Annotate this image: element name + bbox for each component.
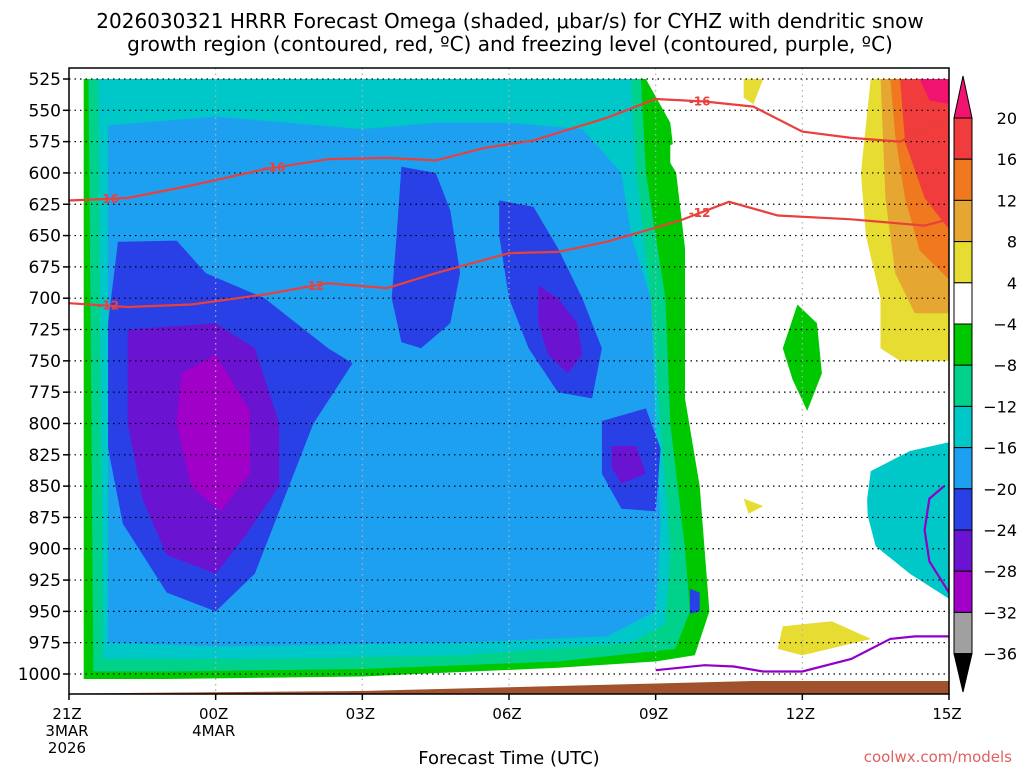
credit-text: coolwx.com/models — [864, 748, 1012, 766]
x-axis-label: Forecast Time (UTC) — [418, 748, 599, 768]
x-tick-year-21Z: 2026 — [48, 739, 86, 757]
colorbar-label-6: −8 — [993, 356, 1017, 375]
colorbar-segment-5 — [953, 282, 973, 325]
grid-lines — [69, 68, 949, 694]
x-tick-date-00Z: 4MAR — [192, 722, 235, 740]
contour-lines: -16 -16 -16 -12 -12 -12 — [69, 94, 949, 673]
colorbar-segment-12 — [953, 570, 973, 613]
x-tick-date-21Z: 3MAR — [45, 722, 88, 740]
colorbar-segment-2 — [953, 158, 973, 201]
colorbar-label-13: −36 — [983, 645, 1017, 664]
dgz-contour-label: -12 — [689, 206, 711, 220]
terrain-fill — [69, 681, 949, 694]
x-tick-label-12Z: 12Z — [786, 705, 815, 723]
omega-positive-region-7 — [919, 79, 949, 105]
colorbar-segment-3 — [953, 199, 973, 243]
omega-positive-region-6 — [900, 79, 949, 230]
colorbar-label-3: 8 — [1007, 233, 1017, 252]
colorbar-top-triangle — [953, 75, 973, 119]
y-tick-label-675: 675 — [29, 258, 61, 278]
omega-region-6 — [391, 166, 461, 349]
dgz-contour-1 — [69, 200, 949, 309]
omega-region-9 — [689, 588, 700, 614]
colorbar-segment-6 — [953, 323, 973, 366]
colorbar-label-2: 12 — [997, 191, 1017, 210]
dgz-contour-label: -16 — [689, 94, 711, 108]
dgz-contour-0 — [69, 97, 949, 202]
colorbar-segment-4 — [953, 241, 973, 284]
colorbar-label-12: −32 — [983, 603, 1017, 622]
x-tick-label-21Z: 21Z — [52, 705, 81, 723]
y-tick-label-700: 700 — [29, 289, 61, 309]
y-tick-label-525: 525 — [29, 70, 61, 90]
x-tick-label-00Z: 00Z — [199, 705, 228, 723]
dgz-contour-label: -12 — [303, 279, 325, 293]
dgz-contour-label: -16 — [263, 161, 285, 175]
omega-positive-region-1 — [743, 79, 764, 105]
omega-white-region-0 — [670, 137, 695, 180]
omega-region-11 — [538, 285, 583, 374]
omega-region-12 — [611, 446, 646, 484]
colorbar-segment-11 — [953, 529, 973, 572]
x-tick-label-09Z: 09Z — [639, 705, 668, 723]
y-tick-label-875: 875 — [29, 508, 61, 528]
y-tick-label-650: 650 — [29, 227, 61, 247]
omega-positive-region-2 — [777, 621, 871, 656]
colorbar-segment-7 — [953, 364, 973, 407]
colorbar-segment-10 — [953, 488, 973, 531]
y-tick-label-725: 725 — [29, 321, 61, 341]
terrain-polygon — [69, 681, 949, 694]
y-tick-label-975: 975 — [29, 634, 61, 654]
colorbar-segment-9 — [953, 447, 973, 490]
colorbar-label-7: −12 — [983, 397, 1017, 416]
y-tick-label-850: 850 — [29, 477, 61, 497]
x-tick-label-06Z: 06Z — [492, 705, 521, 723]
omega-positive-region-3 — [743, 498, 764, 514]
y-tick-label-800: 800 — [29, 414, 61, 434]
omega-green-island-0 — [782, 304, 822, 411]
colorbar-label-5: −4 — [993, 315, 1017, 334]
colorbar-label-0: 20 — [997, 109, 1017, 128]
dgz-contour-label: -12 — [97, 299, 119, 313]
omega-region-13 — [176, 354, 250, 512]
y-tick-label-900: 900 — [29, 540, 61, 560]
y-tick-label-950: 950 — [29, 602, 61, 622]
colorbar-label-1: 16 — [997, 150, 1017, 169]
dgz-contour-label: -16 — [97, 192, 119, 206]
y-tick-label-625: 625 — [29, 195, 61, 215]
freezing-level-contour-0 — [655, 635, 949, 673]
freezing-level-contour-1 — [923, 485, 949, 594]
y-tick-label-925: 925 — [29, 571, 61, 591]
y-axis: 525 550 575 600 625 650 675 700 725 750 775 800 825 8… — [18, 70, 69, 685]
colorbar-label-11: −28 — [983, 562, 1017, 581]
x-tick-label-15Z: 15Z — [932, 705, 961, 723]
y-tick-label-575: 575 — [29, 133, 61, 153]
omega-shading — [83, 79, 949, 679]
colorbar-label-10: −24 — [983, 521, 1017, 540]
colorbar-bottom-triangle — [953, 653, 973, 693]
y-tick-label-600: 600 — [29, 164, 61, 184]
colorbar: 20 16 12 8 4 −4 −8 −12 −16 −20 −24 −28 −32 −36 — [953, 75, 1017, 693]
colorbar-label-4: 4 — [1007, 274, 1017, 293]
y-tick-label-775: 775 — [29, 383, 61, 403]
colorbar-segment-13 — [953, 611, 973, 655]
y-tick-label-750: 750 — [29, 352, 61, 372]
chart-title-line-2: growth region (contoured, red, ºC) and f… — [127, 32, 893, 56]
y-tick-label-550: 550 — [29, 101, 61, 121]
y-tick-label-1000: 1000 — [18, 665, 61, 685]
x-tick-label-03Z: 03Z — [346, 705, 375, 723]
colorbar-label-9: −20 — [983, 480, 1017, 499]
colorbar-segment-1 — [953, 117, 973, 160]
y-tick-label-825: 825 — [29, 446, 61, 466]
colorbar-segment-8 — [953, 405, 973, 449]
colorbar-label-8: −16 — [983, 439, 1017, 458]
chart-title-line-1: 2026030321 HRRR Forecast Omega (shaded, … — [96, 9, 923, 33]
